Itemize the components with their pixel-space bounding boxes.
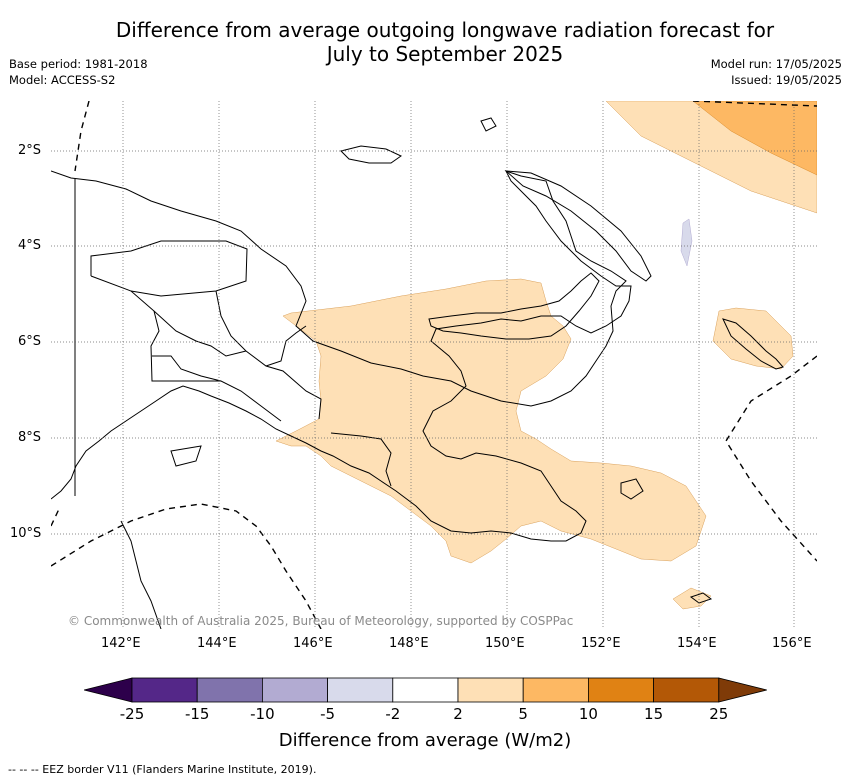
model-run: Model run: 17/05/2025 — [710, 57, 842, 71]
base-period: Base period: 1981-2018 — [9, 57, 148, 71]
lat-label-6s: 6°S — [18, 334, 42, 349]
anomaly-2to5-south-tip — [672, 587, 712, 610]
island-rossel — [689, 592, 713, 604]
lat-label-8s: 8°S — [18, 430, 42, 445]
cape-york — [120, 520, 162, 629]
copyright-notice: © Commonwealth of Australia 2025, Bureau… — [68, 614, 574, 628]
colorbar-tick-label: -2 — [385, 705, 401, 723]
eez-borders — [51, 101, 817, 629]
colorbar-tick-label: 15 — [644, 705, 664, 723]
colorbar-arrow-low — [84, 677, 133, 703]
lon-label-154e: 154°E — [677, 636, 717, 651]
anomaly-negative-small — [680, 218, 693, 267]
lon-label-146e: 146°E — [293, 636, 333, 651]
colorbar-segment — [457, 677, 524, 703]
lat-label-4s: 4°S — [18, 238, 42, 253]
colorbar — [84, 677, 767, 703]
colorbar-tick-label: -15 — [184, 705, 210, 723]
lon-label-144e: 144°E — [197, 636, 237, 651]
colorbar-tick-label: 25 — [709, 705, 729, 723]
meta-right: Model run: 17/05/2025 Issued: 19/05/2025 — [711, 56, 842, 88]
bougainville-coast — [722, 318, 784, 370]
land-borders — [74, 179, 392, 496]
title-line-1: Difference from average outgoing longwav… — [115, 18, 775, 42]
colorbar-segment — [327, 677, 394, 703]
lon-label-156e: 156°E — [772, 636, 812, 651]
new-guinea-coast — [51, 170, 632, 542]
colorbar-segment — [196, 677, 263, 703]
colorbar-tick-label: 10 — [578, 705, 598, 723]
torres-islands — [170, 445, 202, 467]
title-line-2: July to September 2025 — [326, 42, 564, 66]
colorbar-segment — [131, 677, 198, 703]
map-panel — [51, 101, 817, 629]
colorbar-tick-label: 2 — [453, 705, 463, 723]
colorbar-tick-label: -10 — [250, 705, 275, 723]
lon-label-150e: 150°E — [485, 636, 525, 651]
colorbar-arrow-high — [718, 677, 767, 703]
map-title: Difference from average outgoing longwav… — [90, 18, 800, 66]
new-ireland-coast — [504, 170, 652, 282]
colorbar-segment — [261, 677, 328, 703]
islands-north-2 — [480, 117, 497, 132]
colorbar-segment — [392, 677, 459, 703]
lat-label-2s: 2°S — [18, 143, 42, 158]
eez-legend-note: -- -- -- EEZ border V11 (Flanders Marine… — [8, 763, 317, 776]
colorbar-tick-label: -5 — [320, 705, 336, 723]
model-name: Model: ACCESS-S2 — [9, 73, 116, 87]
issued-date: Issued: 19/05/2025 — [731, 73, 842, 87]
lat-label-10s: 10°S — [10, 526, 42, 541]
island-milne — [620, 478, 644, 500]
anomaly-2to5-main — [275, 278, 707, 564]
anomaly-fill — [275, 101, 817, 610]
lon-label-142e: 142°E — [101, 636, 141, 651]
islands-north-1 — [340, 145, 402, 164]
new-britain-coast — [428, 272, 600, 340]
colorbar-tick-label: -25 — [119, 705, 145, 723]
colorbar-segment — [587, 677, 654, 703]
meta-left: Base period: 1981-2018 Model: ACCESS-S2 — [9, 56, 148, 88]
colorbar-segment — [522, 677, 589, 703]
coastlines — [51, 117, 784, 629]
colorbar-segment — [653, 677, 720, 703]
graticule — [51, 101, 817, 629]
lon-label-148e: 148°E — [389, 636, 429, 651]
colorbar-tick-label: 5 — [518, 705, 528, 723]
colorbar-title: Difference from average (W/m2) — [278, 730, 572, 751]
lon-label-152e: 152°E — [581, 636, 621, 651]
